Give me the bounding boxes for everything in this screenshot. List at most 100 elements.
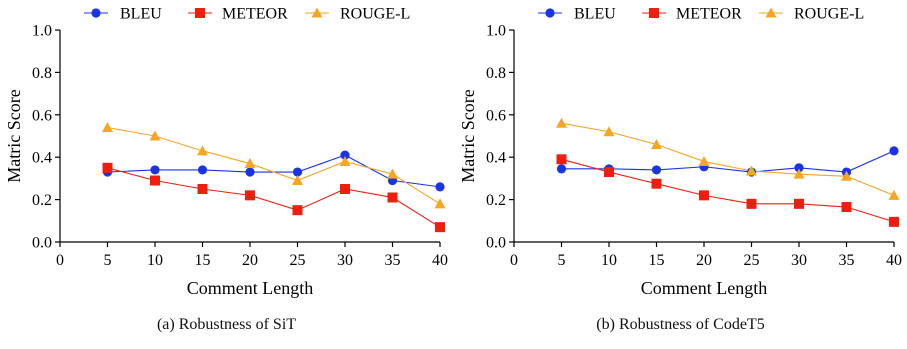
y-tick-label: 0.6 bbox=[32, 107, 52, 124]
legend-label: BLEU bbox=[574, 6, 616, 23]
series-line-rouge-l bbox=[107, 126, 441, 205]
data-point-rouge-l bbox=[746, 165, 757, 176]
data-point-bleu bbox=[340, 150, 350, 160]
x-tick-label: 40 bbox=[886, 252, 902, 269]
data-point-rouge-l bbox=[888, 189, 900, 200]
data-point-meteor bbox=[292, 205, 303, 216]
data-point-meteor bbox=[150, 175, 160, 186]
data-point-bleu bbox=[651, 165, 662, 175]
x-tick-label: 5 bbox=[104, 252, 112, 269]
data-point-meteor bbox=[699, 190, 709, 201]
chart-b: 0.0 0.2 0.4 0.6 0.8 1.0 0 5 10 15 20 25 30 35 40 Commen… bbox=[458, 6, 902, 299]
y-axis-title: Matric Score bbox=[4, 89, 24, 182]
data-point-rouge-l bbox=[102, 122, 113, 133]
x-tick-label: 30 bbox=[791, 252, 807, 269]
y-tick-label: 0.8 bbox=[32, 65, 52, 82]
series-line-meteor bbox=[107, 167, 441, 228]
y-tick-label: 0.2 bbox=[32, 192, 52, 209]
legend-marker-meteor bbox=[649, 8, 659, 18]
legend: BLEU METEOR ROUGE-L bbox=[84, 6, 410, 23]
x-axis-title: Comment Length bbox=[187, 278, 313, 298]
data-point-meteor bbox=[435, 222, 445, 233]
series-line-bleu bbox=[561, 150, 895, 173]
y-tick-label: 0.4 bbox=[32, 150, 52, 167]
data-point-bleu bbox=[889, 146, 899, 156]
chart-panel-b: 0.0 0.2 0.4 0.6 0.8 1.0 0 5 10 15 20 25 30 35 40 Commen… bbox=[454, 0, 907, 349]
data-point-rouge-l bbox=[603, 126, 615, 137]
series-line-meteor bbox=[561, 158, 895, 223]
legend-label: ROUGE-L bbox=[794, 6, 864, 23]
y-tick-label: 1.0 bbox=[486, 23, 506, 40]
data-point-bleu bbox=[435, 182, 445, 192]
chart-caption-b: (b) Robustness of CodeT5 bbox=[596, 316, 765, 333]
data-point-rouge-l bbox=[434, 198, 446, 209]
x-tick-label: 20 bbox=[242, 252, 258, 269]
x-tick-label: 0 bbox=[510, 252, 518, 269]
data-point-meteor bbox=[794, 198, 804, 209]
data-point-meteor bbox=[556, 154, 567, 165]
legend-label: METEOR bbox=[676, 6, 742, 23]
data-point-meteor bbox=[197, 184, 208, 194]
data-point-rouge-l bbox=[244, 158, 256, 169]
x-tick-label: 5 bbox=[558, 252, 566, 269]
y-tick-label: 1.0 bbox=[32, 23, 52, 40]
legend-marker-bleu bbox=[545, 8, 555, 18]
legend-marker-rouge-l bbox=[765, 7, 777, 18]
legend-label: METEOR bbox=[222, 6, 288, 23]
data-point-meteor bbox=[841, 202, 852, 213]
legend-marker-meteor bbox=[195, 8, 205, 18]
legend-marker-rouge-l bbox=[311, 7, 323, 18]
x-tick-label: 25 bbox=[290, 252, 306, 269]
x-tick-label: 15 bbox=[195, 252, 211, 269]
x-axis-title: Comment Length bbox=[641, 278, 767, 298]
y-tick-label: 0.4 bbox=[486, 150, 506, 167]
data-point-rouge-l bbox=[556, 117, 567, 128]
x-tick-label: 40 bbox=[432, 252, 448, 269]
data-point-meteor bbox=[889, 216, 899, 227]
x-tick-label: 15 bbox=[649, 252, 665, 269]
chart-a: 0.0 0.2 0.4 0.6 0.8 1.0 0 5 10 15 20 25 30 35 40 Commen… bbox=[4, 6, 448, 299]
y-axis-title: Matric Score bbox=[458, 89, 478, 182]
x-tick-label: 10 bbox=[601, 252, 617, 269]
y-tick-label: 0.2 bbox=[486, 192, 506, 209]
data-point-bleu bbox=[245, 167, 255, 177]
y-tick-label: 0.8 bbox=[486, 65, 506, 82]
data-point-meteor bbox=[245, 190, 255, 201]
data-point-meteor bbox=[387, 192, 398, 203]
series-line-rouge-l bbox=[561, 122, 895, 196]
data-point-meteor bbox=[604, 167, 614, 178]
data-point-bleu bbox=[197, 165, 208, 175]
data-point-rouge-l bbox=[793, 168, 805, 179]
y-tick-label: 0.6 bbox=[486, 107, 506, 124]
x-tick-label: 35 bbox=[385, 252, 401, 269]
x-tick-label: 25 bbox=[744, 252, 760, 269]
x-tick-label: 30 bbox=[337, 252, 353, 269]
y-tick-label: 0.0 bbox=[486, 235, 506, 252]
data-point-meteor bbox=[340, 184, 350, 194]
legend: BLEU METEOR ROUGE-L bbox=[538, 6, 864, 23]
data-point-rouge-l bbox=[197, 145, 208, 156]
data-point-rouge-l bbox=[339, 155, 351, 166]
data-point-rouge-l bbox=[651, 138, 662, 149]
data-point-bleu bbox=[292, 167, 303, 177]
chart-panel-a: 0.0 0.2 0.4 0.6 0.8 1.0 0 5 10 15 20 25 30 35 40 Commen… bbox=[0, 0, 453, 349]
data-point-rouge-l bbox=[149, 130, 161, 141]
x-tick-label: 10 bbox=[147, 252, 163, 269]
legend-label: BLEU bbox=[120, 6, 162, 23]
legend-label: ROUGE-L bbox=[340, 6, 410, 23]
data-point-bleu bbox=[150, 165, 160, 175]
data-point-bleu bbox=[556, 164, 567, 174]
data-point-meteor bbox=[651, 178, 662, 189]
x-tick-label: 35 bbox=[839, 252, 855, 269]
data-point-meteor bbox=[102, 162, 113, 173]
chart-caption-a: (a) Robustness of SiT bbox=[156, 316, 297, 333]
data-point-rouge-l bbox=[292, 175, 303, 186]
x-tick-label: 20 bbox=[696, 252, 712, 269]
x-tick-label: 0 bbox=[56, 252, 64, 269]
data-point-bleu bbox=[794, 163, 804, 173]
data-point-rouge-l bbox=[841, 170, 852, 181]
y-tick-label: 0.0 bbox=[32, 235, 52, 252]
data-point-meteor bbox=[746, 198, 757, 209]
legend-marker-bleu bbox=[91, 8, 101, 18]
data-point-rouge-l bbox=[698, 155, 710, 166]
